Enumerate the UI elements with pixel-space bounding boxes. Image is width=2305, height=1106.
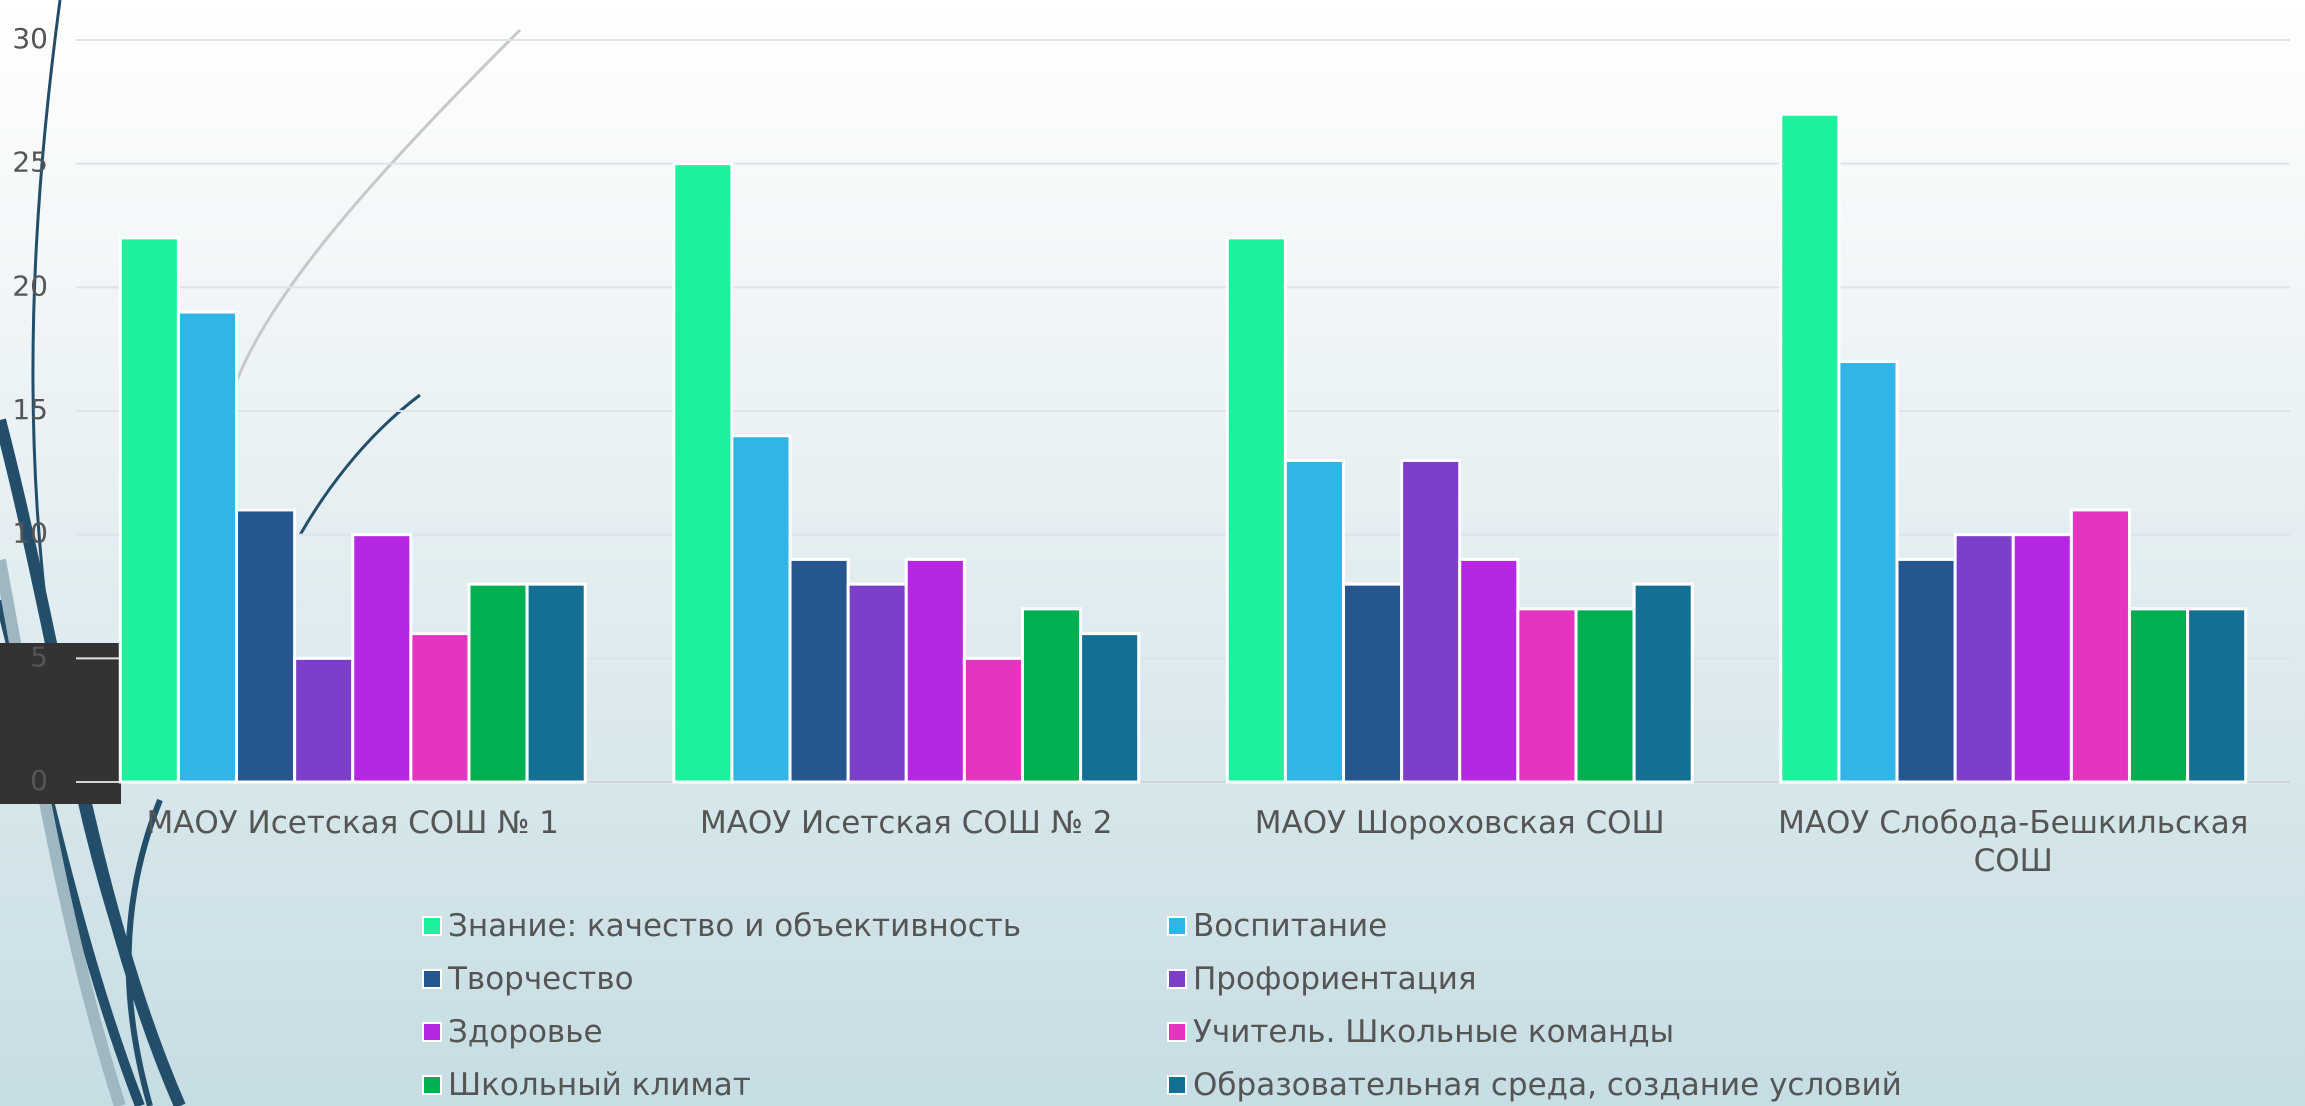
legend-label: Здоровье bbox=[448, 1013, 603, 1051]
bar bbox=[906, 559, 964, 782]
slide: 0 5 10 15 20 25 30 МАОУ Исетская СОШ № 1МАОУ И… bbox=[0, 0, 2305, 1106]
legend-entry: Школьный климат bbox=[422, 1066, 751, 1104]
bar bbox=[120, 238, 178, 782]
bar bbox=[411, 634, 469, 782]
y-tick-label: 0 bbox=[30, 764, 48, 797]
bar bbox=[848, 584, 906, 782]
bar bbox=[1402, 460, 1460, 782]
legend-entry: Профориентация bbox=[1167, 960, 1477, 998]
bar bbox=[469, 584, 527, 782]
bar bbox=[1022, 609, 1080, 782]
legend-swatch bbox=[422, 969, 442, 989]
x-tick-label: МАОУ Слобода-Бешкильская СОШ bbox=[1737, 804, 2291, 880]
bar bbox=[1839, 362, 1897, 782]
bar bbox=[1460, 559, 1518, 782]
legend-entry: Воспитание bbox=[1167, 907, 1387, 945]
legend-entry: Учитель. Школьные команды bbox=[1167, 1013, 1674, 1051]
x-tick-label: МАОУ Исетская СОШ № 2 bbox=[630, 804, 1184, 842]
bar bbox=[1344, 584, 1402, 782]
y-tick-label: 5 bbox=[30, 640, 48, 673]
legend-swatch bbox=[422, 1075, 442, 1095]
bar bbox=[674, 164, 732, 782]
legend-label: Знание: качество и объективность bbox=[448, 907, 1021, 945]
y-tick-label: 30 bbox=[12, 22, 48, 55]
chart: 0 5 10 15 20 25 30 bbox=[0, 0, 2305, 1106]
legend-swatch bbox=[1167, 1075, 1187, 1095]
legend-label: Образовательная среда, создание условий bbox=[1193, 1066, 1902, 1104]
y-tick-label: 15 bbox=[12, 393, 48, 426]
bar bbox=[178, 312, 236, 782]
bar bbox=[2013, 535, 2071, 782]
legend-label: Творчество bbox=[448, 960, 634, 998]
legend-entry: Здоровье bbox=[422, 1013, 603, 1051]
bar bbox=[1285, 460, 1343, 782]
bar bbox=[1227, 238, 1285, 782]
legend-label: Профориентация bbox=[1193, 960, 1477, 998]
y-tick-label: 10 bbox=[12, 517, 48, 550]
bar bbox=[2129, 609, 2187, 782]
bar bbox=[2071, 510, 2129, 782]
legend-swatch bbox=[1167, 969, 1187, 989]
bar bbox=[1781, 114, 1839, 782]
bar bbox=[1576, 609, 1634, 782]
bar bbox=[732, 436, 790, 782]
bar bbox=[527, 584, 585, 782]
bar bbox=[237, 510, 295, 782]
y-tick-label: 20 bbox=[12, 269, 48, 302]
x-tick-label: МАОУ Шороховская СОШ bbox=[1183, 804, 1737, 842]
bar bbox=[1955, 535, 2013, 782]
y-tick-label: 25 bbox=[12, 146, 48, 179]
bar bbox=[353, 535, 411, 782]
legend-swatch bbox=[422, 1022, 442, 1042]
legend-label: Школьный климат bbox=[448, 1066, 751, 1104]
bar bbox=[790, 559, 848, 782]
bar bbox=[2188, 609, 2246, 782]
bar bbox=[964, 658, 1022, 782]
legend-entry: Творчество bbox=[422, 960, 634, 998]
legend-entry: Знание: качество и объективность bbox=[422, 907, 1021, 945]
legend-label: Учитель. Школьные команды bbox=[1193, 1013, 1674, 1051]
x-tick-label: МАОУ Исетская СОШ № 1 bbox=[76, 804, 630, 842]
bar bbox=[1081, 634, 1139, 782]
legend-swatch bbox=[422, 916, 442, 936]
bar bbox=[1634, 584, 1692, 782]
bar bbox=[1518, 609, 1576, 782]
bar bbox=[295, 658, 353, 782]
legend-swatch bbox=[1167, 1022, 1187, 1042]
legend-swatch bbox=[1167, 916, 1187, 936]
legend-label: Воспитание bbox=[1193, 907, 1387, 945]
bar bbox=[1897, 559, 1955, 782]
legend-entry: Образовательная среда, создание условий bbox=[1167, 1066, 1902, 1104]
